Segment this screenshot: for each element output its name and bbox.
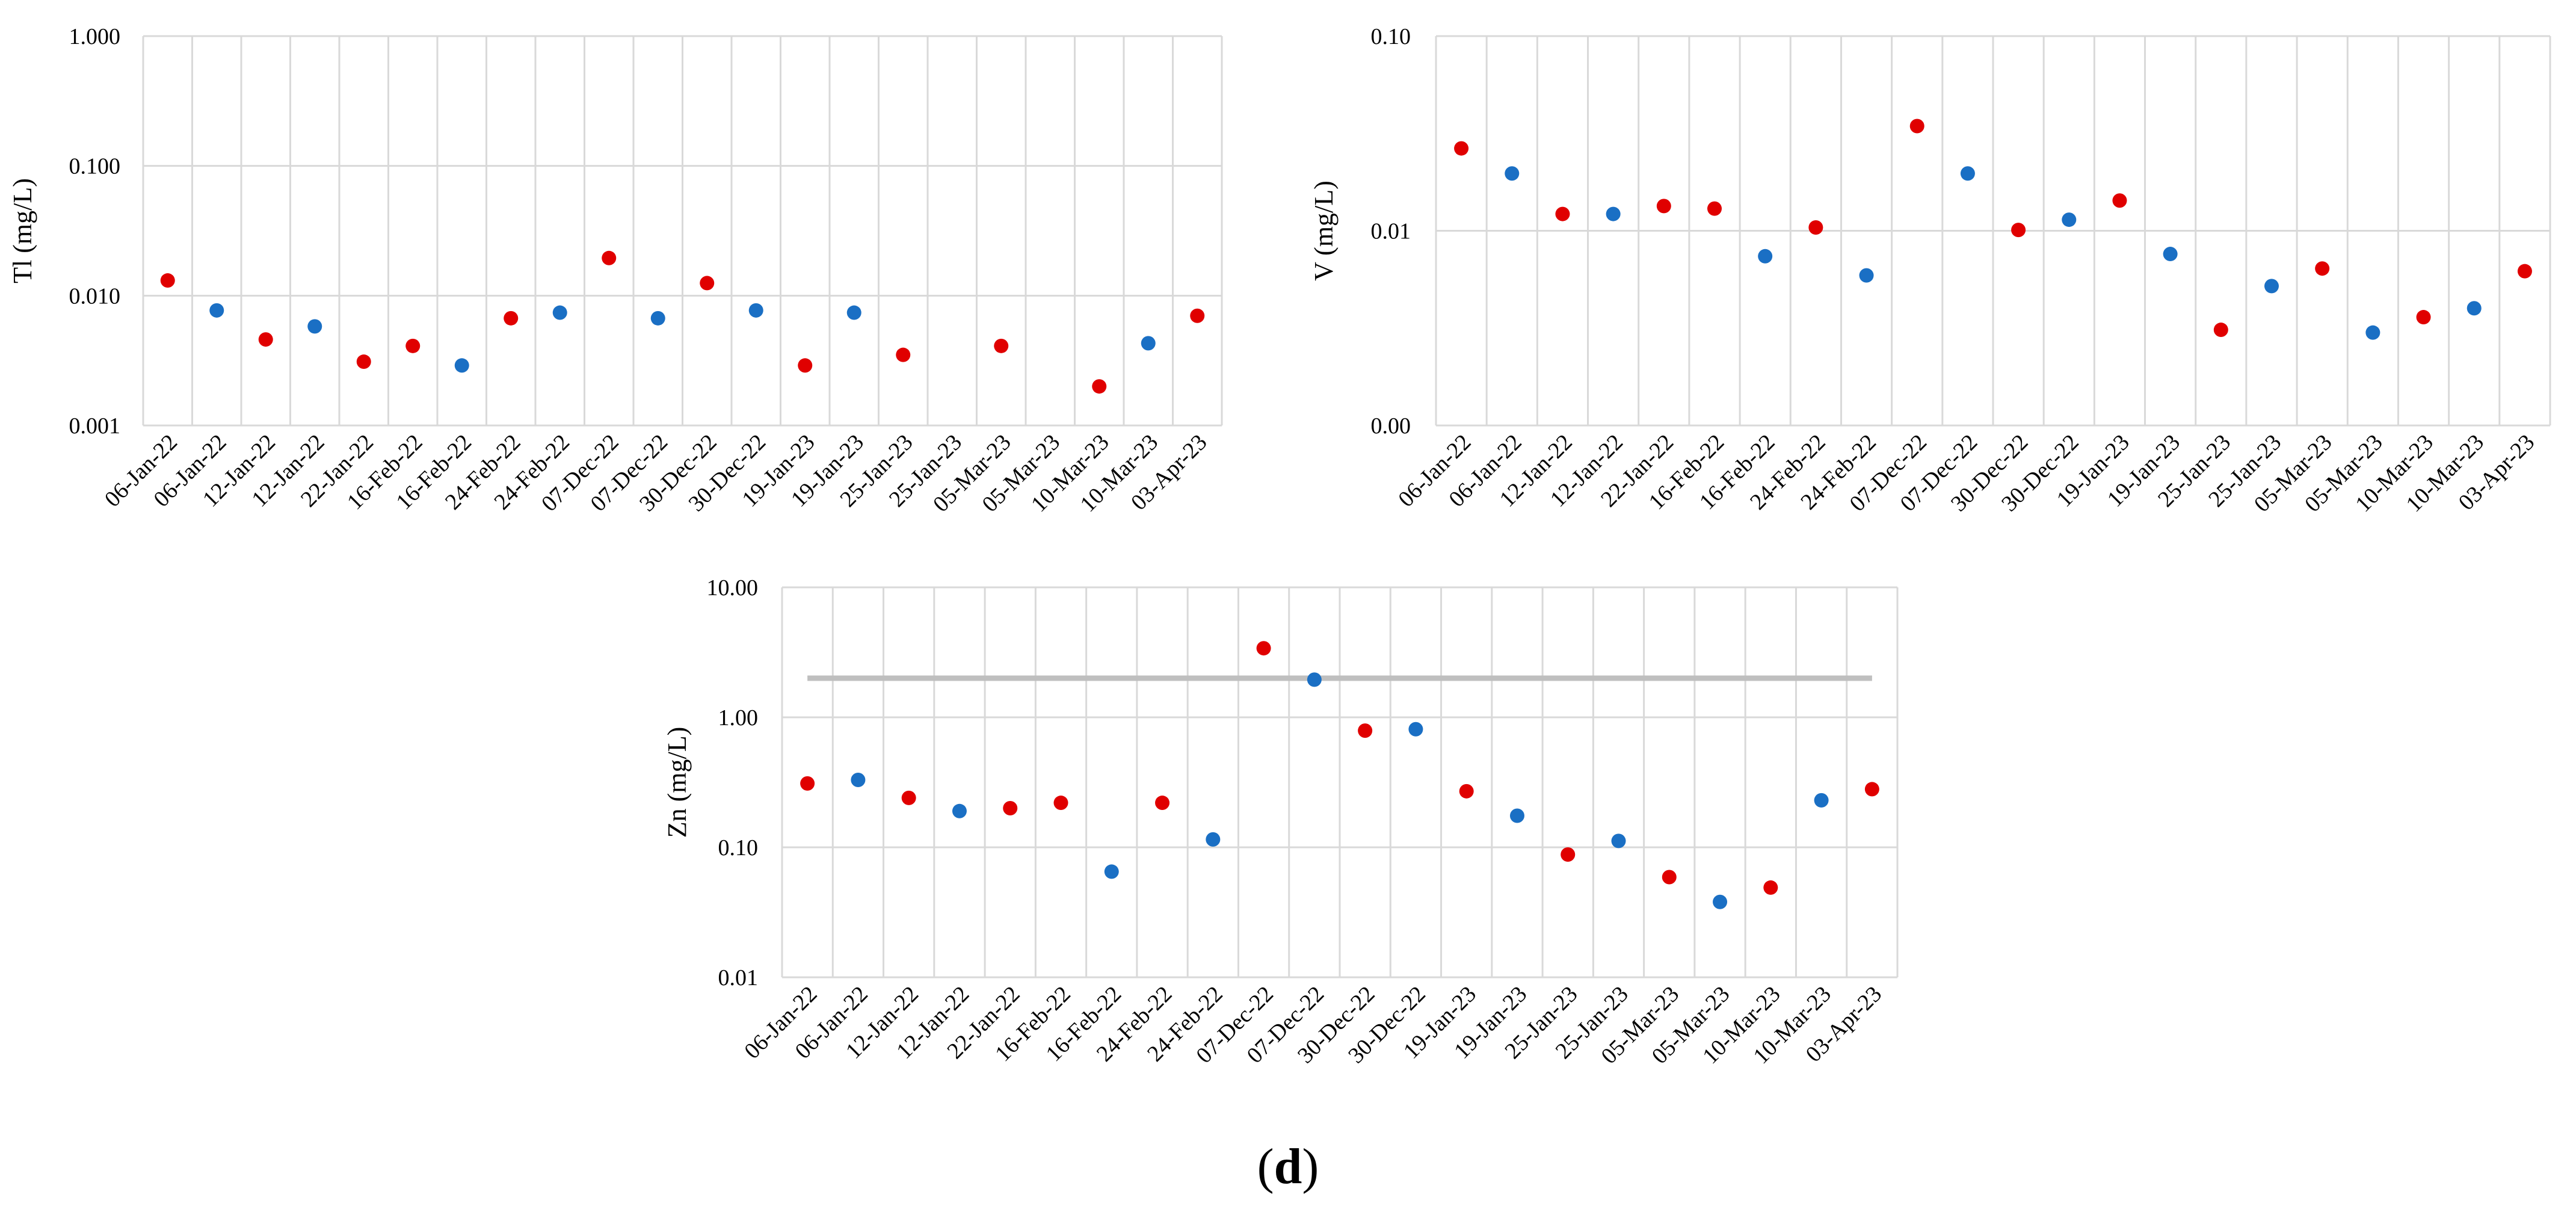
data-point-red [1808,220,1823,235]
data-point-red [1155,796,1170,811]
data-point-red [1763,880,1778,895]
chart-zn: 0.010.101.0010.0006-Jan-2206-Jan-2212-Ja… [662,575,1899,1069]
y-tick-label: 0.10 [1371,24,1411,49]
data-point-blue [1758,249,1773,264]
data-point-blue [1206,832,1221,847]
data-point-red [1459,784,1474,799]
y-tick-label: 0.10 [718,835,759,861]
data-point-red [1909,119,1924,134]
y-axis-title: Zn (mg/L) [662,727,692,838]
data-point-blue [307,319,322,334]
y-tick-label: 0.010 [69,283,121,309]
data-point-blue [2062,212,2077,227]
data-point-red [1454,141,1469,156]
data-point-blue [1104,864,1119,879]
data-point-blue [846,305,861,320]
data-point-red [405,338,421,353]
data-point-red [1662,870,1677,885]
data-point-blue [1859,268,1874,283]
data-point-red [356,354,371,369]
data-point-red [2011,223,2026,238]
data-point-red [1555,206,1570,221]
data-point-red [994,338,1009,353]
data-point-red [1656,199,1671,214]
data-point-blue [552,305,567,320]
data-point-blue [2264,279,2279,294]
chart-tl: 0.0010.0100.1001.00006-Jan-2206-Jan-2212… [8,24,1223,517]
data-point-red [1358,723,1373,738]
data-point-red [901,790,916,805]
data-point-blue [1611,833,1626,849]
data-point-blue [748,303,763,318]
figure-caption: (d) [1257,1139,1319,1195]
y-tick-label: 0.001 [69,413,121,439]
data-point-red [504,311,519,326]
data-point-red [800,776,815,791]
data-point-red [1707,201,1722,216]
data-point-red [258,332,273,347]
data-point-red [1256,641,1271,656]
data-point-blue [1505,166,1520,181]
data-point-red [1092,379,1107,394]
data-point-red [160,273,175,288]
data-point-red [2517,264,2532,279]
y-axis-title: V (mg/L) [1309,181,1339,281]
data-point-blue [2163,247,2178,262]
data-point-blue [1509,808,1524,823]
data-point-blue [650,311,665,326]
data-point-red [1190,308,1205,323]
data-point-red [1864,782,1879,797]
data-point-red [2315,261,2330,276]
y-tick-label: 1.00 [718,705,759,731]
data-point-blue [1814,793,1829,808]
y-tick-label: 1.000 [69,24,121,49]
chart-v: 0.000.010.1006-Jan-2206-Jan-2212-Jan-221… [1309,24,2551,517]
data-point-blue [1141,336,1156,351]
data-point-blue [1606,206,1621,221]
y-axis-title: Tl (mg/L) [8,178,37,283]
y-tick-label: 0.01 [718,965,759,991]
data-point-blue [209,303,224,318]
data-point-red [1561,847,1576,862]
data-point-red [602,250,617,265]
data-point-blue [1713,894,1728,909]
data-point-red [2213,323,2228,338]
y-tick-label: 0.00 [1371,413,1411,439]
y-tick-label: 10.00 [707,575,759,601]
data-point-blue [454,358,469,373]
y-tick-label: 0.01 [1371,219,1411,244]
data-point-blue [1960,166,1975,181]
data-point-red [2112,193,2127,208]
y-tick-label: 0.100 [69,154,121,179]
data-point-red [700,276,715,291]
data-point-red [2416,310,2431,325]
data-point-blue [851,773,866,788]
data-point-red [1053,796,1068,811]
data-point-blue [2365,325,2380,340]
data-point-red [798,358,813,373]
data-point-blue [1307,672,1322,687]
data-point-red [896,347,911,362]
data-point-blue [952,803,967,818]
data-point-blue [2467,301,2482,316]
data-point-blue [1408,722,1423,737]
data-point-red [1003,800,1018,815]
